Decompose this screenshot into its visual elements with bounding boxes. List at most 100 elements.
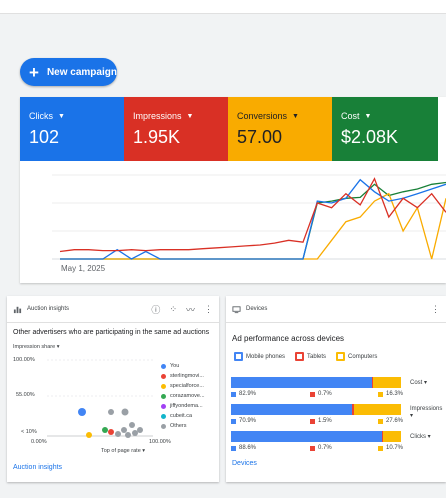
- legend-label: Computers: [348, 353, 378, 360]
- auction-insights-link[interactable]: Auction insights: [13, 464, 63, 471]
- pct-computer: 27.6%: [378, 418, 403, 424]
- legend-item[interactable]: Others: [161, 423, 187, 429]
- device-bar-cost: [231, 377, 401, 388]
- metric-dropdown[interactable]: Clicks ▾: [410, 434, 431, 440]
- pct-value: 16.3%: [386, 391, 404, 397]
- metric-dropdown[interactable]: Cost ▾: [410, 380, 428, 386]
- help-icon[interactable]: ⓘ: [151, 304, 161, 315]
- scatter-point-other: [125, 432, 131, 438]
- bar-segment-mobile: [231, 431, 382, 442]
- auction-subtitle: Other advertisers who are participating …: [13, 329, 210, 336]
- pct-value: 10.7%: [386, 445, 404, 451]
- dropdown-label: Top of page rate: [101, 448, 141, 454]
- legend-square: [310, 445, 315, 451]
- series-line-impressions: [59, 177, 446, 253]
- more-options-icon[interactable]: ⋮: [431, 303, 440, 314]
- legend-item[interactable]: sterlingmovi...: [161, 373, 204, 379]
- caret-down-icon[interactable]: ▼: [186, 112, 194, 120]
- legend-dot: [161, 383, 166, 389]
- metric-label: Clicks: [29, 111, 53, 121]
- metric-label: Impressions: [133, 111, 182, 121]
- y-tick: < 10%: [21, 429, 37, 435]
- metric-dropdown[interactable]: Impressions ▾: [410, 406, 443, 419]
- legend-label: jiffyondema...: [170, 403, 203, 409]
- scatter-point-specialforce: [86, 432, 92, 438]
- metric-tile-impressions[interactable]: Impressions ▼ 1.95K: [124, 97, 228, 161]
- legend-square: [310, 418, 315, 424]
- metric-tile-clicks[interactable]: Clicks ▼ 102: [20, 97, 124, 161]
- bar-segment-mobile: [231, 377, 372, 388]
- legend-square: [378, 418, 383, 424]
- top-bar: [0, 0, 446, 14]
- legend-item[interactable]: cubeit.ca: [161, 413, 192, 419]
- pct-value: 27.6%: [386, 418, 404, 424]
- metric-value: 102: [29, 127, 60, 147]
- caret-down-icon[interactable]: ▼: [292, 112, 299, 120]
- legend-label: You: [170, 363, 180, 369]
- legend-label: Mobile phones: [246, 353, 286, 360]
- legend-dot: [161, 393, 166, 399]
- devices-card: Devices ⋮ Ad performance across devices …: [226, 296, 446, 482]
- bar-segment-mobile: [231, 404, 352, 415]
- scatter-point-other: [129, 422, 135, 428]
- metric-value: $2.08K: [341, 127, 399, 147]
- legend-square: [310, 391, 315, 397]
- devices-link[interactable]: Devices: [232, 460, 257, 467]
- series-line-clicks: [60, 178, 446, 260]
- legend-square: [378, 445, 383, 451]
- trend-view-icon[interactable]: 〰: [185, 304, 195, 315]
- new-campaign-button[interactable]: + New campaign: [20, 58, 117, 86]
- bar-segment-computer: [373, 377, 401, 388]
- legend-item-computers[interactable]: Computers: [336, 352, 377, 361]
- pct-tablet: 1.5%: [310, 418, 332, 424]
- legend-label: Tablets: [307, 353, 327, 360]
- card-title: Devices: [246, 306, 268, 312]
- performance-card: Clicks ▼ 102 Impressions ▼ 1.95K Conversio…: [20, 97, 446, 283]
- bar-segment-tablet: [381, 431, 383, 442]
- legend-square: [378, 391, 383, 397]
- pct-value: 1.5%: [318, 418, 332, 424]
- dropdown-label: Impression share: [13, 344, 56, 350]
- pct-computer: 16.3%: [378, 391, 403, 397]
- bar-segment-tablet: [371, 377, 374, 388]
- legend-item-tablets[interactable]: Tablets: [295, 352, 326, 361]
- scatter-point-sterling: [108, 429, 114, 435]
- legend-item-mobile[interactable]: Mobile phones: [234, 352, 285, 361]
- metric-tile-conversions[interactable]: Conversions ▼ 57.00: [228, 97, 332, 161]
- scatter-view-icon[interactable]: ⁘: [169, 303, 177, 314]
- bar-segment-tablet: [351, 404, 355, 415]
- performance-line-chart: [52, 174, 446, 260]
- x-tick: 100.00%: [149, 439, 171, 445]
- devices-subtitle: Ad performance across devices: [232, 334, 345, 343]
- legend-item[interactable]: corazamove...: [161, 393, 205, 399]
- pct-mobile: 88.6%: [231, 445, 256, 451]
- more-options-icon[interactable]: ⋮: [204, 303, 213, 314]
- top-of-page-rate-dropdown[interactable]: Top of page rate ▾: [101, 448, 146, 454]
- scatter-point-corazamove: [102, 427, 108, 433]
- scatter-point-you: [78, 408, 86, 416]
- legend-square: [231, 445, 236, 451]
- caret-down-icon[interactable]: ▼: [58, 112, 65, 120]
- legend-dot: [161, 413, 166, 419]
- metric-dropdown-label: Impressions: [410, 406, 443, 412]
- metric-tile-cost[interactable]: Cost ▼ $2.08K: [332, 97, 438, 161]
- pct-mobile: 70.9%: [231, 418, 256, 424]
- pct-value: 0.7%: [318, 391, 332, 397]
- pct-value: 70.9%: [239, 418, 257, 424]
- legend-dot: [161, 363, 166, 369]
- metric-value: 57.00: [237, 127, 283, 147]
- metric-label: Conversions: [237, 111, 288, 121]
- legend-item[interactable]: jiffyondema...: [161, 403, 203, 409]
- legend-dot: [161, 423, 166, 429]
- pct-mobile: 82.9%: [231, 391, 256, 397]
- legend-item[interactable]: You: [161, 363, 179, 369]
- metric-label: Cost: [341, 111, 360, 121]
- devices-legend: Mobile phones Tablets Computers: [234, 352, 387, 361]
- bar-segment-computer: [382, 431, 401, 442]
- impression-share-dropdown[interactable]: Impression share ▾: [13, 344, 60, 350]
- x-axis-start-label: May 1, 2025: [61, 264, 106, 273]
- metric-dropdown-label: Clicks: [410, 434, 426, 440]
- caret-down-icon[interactable]: ▼: [364, 112, 372, 120]
- tablet-icon: [295, 352, 305, 361]
- legend-item[interactable]: specialforce...: [161, 383, 204, 389]
